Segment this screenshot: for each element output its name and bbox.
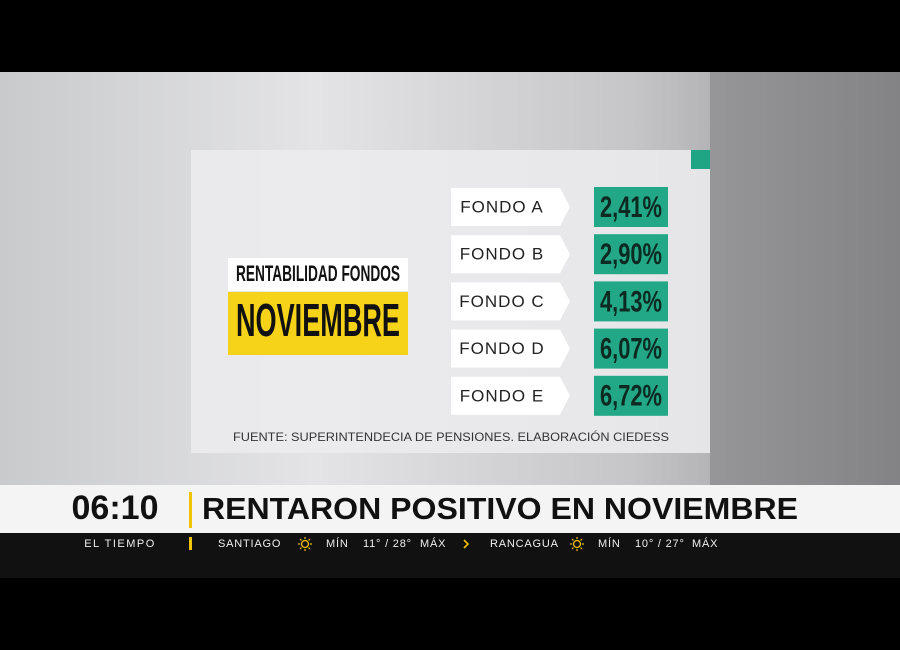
min-label: MÍN	[598, 537, 621, 550]
fund-name: FONDO D	[459, 339, 544, 358]
bottom-bar	[0, 578, 900, 650]
fund-value: 2,90%	[600, 238, 662, 271]
city-name: SANTIAGO	[218, 538, 281, 550]
sun-ray	[299, 538, 302, 541]
fund-value: 6,72%	[600, 380, 662, 413]
fund-name: FONDO B	[460, 245, 544, 264]
fund-value: 6,07%	[600, 333, 662, 366]
ticker-arrow	[463, 539, 470, 549]
max-label: MÁX	[692, 537, 718, 550]
temps: 11° / 28°	[363, 538, 412, 550]
fund-value: 2,41%	[600, 191, 662, 224]
ticker-bar	[0, 533, 900, 578]
sun-icon	[572, 539, 582, 549]
city-name: RANCAGUA	[490, 538, 559, 550]
time: 06:10	[72, 489, 159, 527]
cities: SANTIAGO MÍN 11° / 28° MÁX RANCAGUA MÍN 10° / …	[218, 537, 718, 551]
fund-label-box	[451, 329, 570, 368]
fund-label-box	[451, 188, 570, 226]
fund-name: FONDO A	[460, 197, 544, 216]
divider	[189, 492, 192, 528]
sun-ray	[308, 547, 311, 550]
title: RENTABILIDAD FONDOS	[236, 261, 400, 286]
top-bar	[0, 0, 900, 72]
sun-ray	[299, 547, 302, 550]
fund-label-box	[451, 376, 570, 415]
headline: RENTARON POSITIVO EN NOVIEMBRE	[202, 491, 798, 526]
temps: 10° / 27°	[635, 538, 685, 550]
sun-ray	[580, 538, 583, 541]
sun-icon	[300, 539, 310, 549]
min-label: MÍN	[326, 537, 349, 550]
headline-bar	[0, 485, 900, 533]
max-label: MÁX	[420, 537, 446, 550]
month-box	[228, 292, 408, 355]
title-box	[228, 258, 408, 291]
fund-value-box	[594, 328, 668, 369]
month: NOVIEMBRE	[236, 294, 400, 346]
fund-label-box	[451, 282, 570, 321]
source: FUENTE: SUPERINTENDECIA DE PENSIONES. EL…	[233, 431, 669, 444]
fund-value-box	[594, 281, 668, 322]
fund-value-box	[594, 234, 668, 275]
sun-ray	[571, 538, 574, 541]
sun-ray	[580, 547, 583, 550]
fund-name: FONDO E	[460, 386, 544, 405]
fund-name: FONDO C	[459, 292, 544, 311]
funds: FONDO A 2,41% FONDO B 2,90% FONDO C 4,13% FOND…	[451, 187, 668, 416]
fund-value: 4,13%	[600, 285, 662, 318]
ticker-label: EL TIEMPO	[84, 538, 156, 550]
sun-ray	[308, 538, 311, 541]
banknote-shade	[710, 72, 900, 485]
panel-accent	[691, 150, 710, 169]
fund-value-box	[594, 375, 668, 416]
sun-ray	[571, 547, 574, 550]
fund-value-box	[594, 187, 668, 227]
ticker-divider	[189, 537, 192, 550]
fund-label-box	[451, 235, 570, 274]
